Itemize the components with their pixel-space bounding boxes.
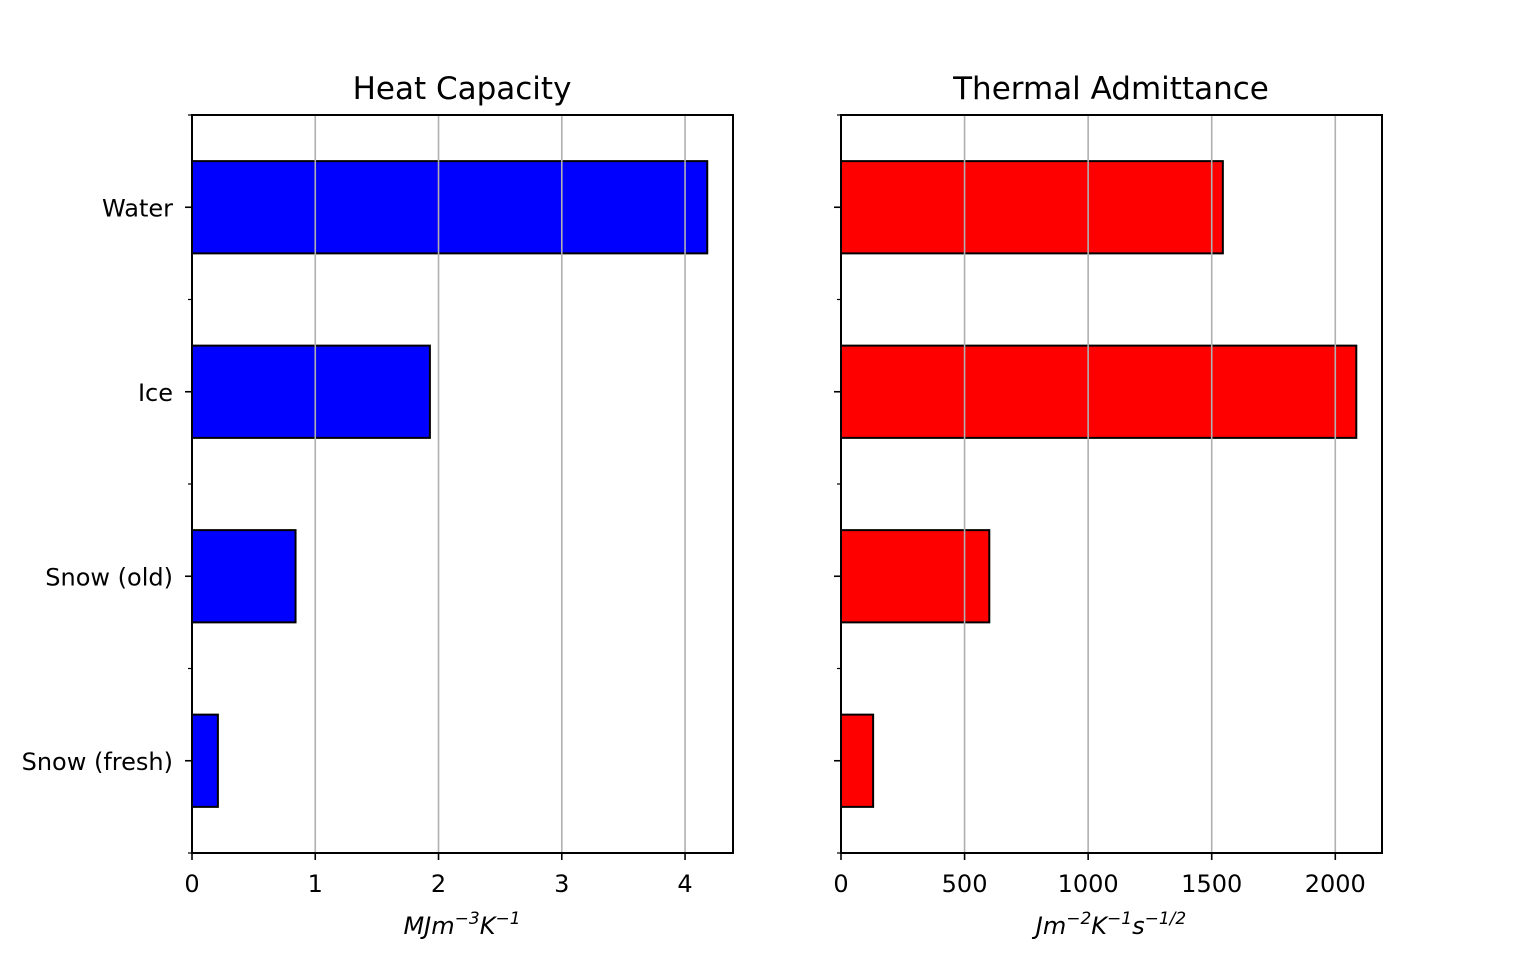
- x-tick-label: 4: [677, 870, 692, 898]
- x-ticks: 0 1 2 3 4: [184, 853, 693, 898]
- x-tick-label: 1: [308, 870, 323, 898]
- xlabel-superscript: −1: [495, 909, 520, 929]
- x-tick-label: 1500: [1181, 870, 1242, 898]
- bars: [840, 160, 1358, 808]
- heat-capacity-xlabel: MJm−3K−1: [403, 909, 520, 940]
- x-tick-label: 0: [184, 870, 199, 898]
- x-gridlines-overlay: [314, 115, 686, 853]
- bar-snow-old: [840, 529, 991, 624]
- heat-capacity-title: Heat Capacity: [353, 71, 572, 107]
- xlabel-text: s: [1132, 912, 1145, 940]
- x-tick-label: 0: [833, 870, 848, 898]
- xlabel-text: MJm: [403, 912, 454, 940]
- y-tick-label-water: Water: [102, 194, 173, 222]
- heat-capacity-panel: Heat Capacity 0 1 2 3 4 Water Ice Snow (old) Sn…: [22, 71, 734, 940]
- y-tick-label-snow-fresh: Snow (fresh): [22, 748, 173, 776]
- xlabel-superscript: −1: [1107, 909, 1132, 929]
- xlabel-text: Jm: [1032, 912, 1066, 940]
- x-gridlines-overlay: [963, 115, 1337, 853]
- xlabel-superscript: −3: [455, 909, 480, 929]
- thermal-admittance-title: Thermal Admittance: [952, 71, 1269, 107]
- x-tick-label: 2: [431, 870, 446, 898]
- x-ticks: 0 500 1000 1500 2000: [833, 853, 1366, 898]
- x-tick-label: 500: [942, 870, 988, 898]
- y-tick-label-ice: Ice: [138, 379, 173, 407]
- thermal-admittance-panel: Thermal Admittance 0 500 1000 1500 2000 Jm−2…: [833, 71, 1383, 940]
- bar-snow-old: [191, 529, 297, 624]
- y-tick-label-snow-old: Snow (old): [45, 563, 173, 591]
- xlabel-text: K: [1091, 912, 1109, 940]
- bar-water: [840, 160, 1224, 255]
- bar-water: [191, 160, 709, 255]
- xlabel-superscript: −1/2: [1145, 909, 1187, 929]
- y-ticks: [834, 114, 841, 854]
- bar-ice: [840, 344, 1358, 439]
- bars: [191, 160, 709, 808]
- xlabel-text: K: [480, 912, 498, 940]
- x-tick-label: 3: [554, 870, 569, 898]
- bar-snow-fresh: [191, 713, 219, 808]
- x-tick-label: 1000: [1058, 870, 1119, 898]
- y-ticks: Water Ice Snow (old) Snow (fresh): [22, 114, 192, 854]
- thermal-admittance-xlabel: Jm−2K−1s−1/2: [1032, 909, 1186, 940]
- x-tick-label: 2000: [1305, 870, 1366, 898]
- xlabel-superscript: −2: [1066, 909, 1091, 929]
- bar-snow-fresh: [840, 713, 875, 808]
- bar-ice: [191, 344, 431, 439]
